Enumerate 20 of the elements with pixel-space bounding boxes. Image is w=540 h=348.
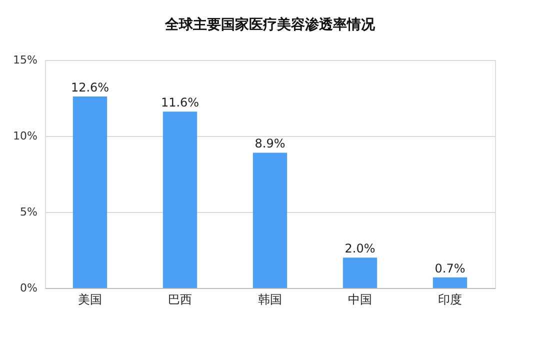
data-label: 12.6% (70, 80, 110, 94)
x-tick-label: 美国 (78, 292, 102, 306)
bar (432, 277, 468, 288)
data-label: 8.9% (254, 136, 286, 151)
x-tick-label: 中国 (348, 292, 372, 306)
y-tick-label: 5% (20, 206, 38, 218)
bar (252, 152, 288, 288)
x-tick-label: 韩国 (258, 292, 282, 306)
bar (342, 258, 378, 288)
data-label: 11.6% (160, 96, 200, 110)
data-label: 2.0% (344, 242, 376, 256)
bar (162, 112, 198, 288)
y-tick-label: 15% (13, 54, 38, 66)
y-tick-label: 0% (20, 282, 38, 294)
y-tick-label: 10% (13, 130, 38, 142)
x-tick-label: 巴西 (168, 292, 192, 306)
x-tick-label: 印度 (438, 292, 462, 306)
data-label: 0.7% (434, 261, 466, 276)
chart-title: 全球主要国家医疗美容渗透率情况 (164, 16, 376, 33)
bar (72, 96, 108, 288)
